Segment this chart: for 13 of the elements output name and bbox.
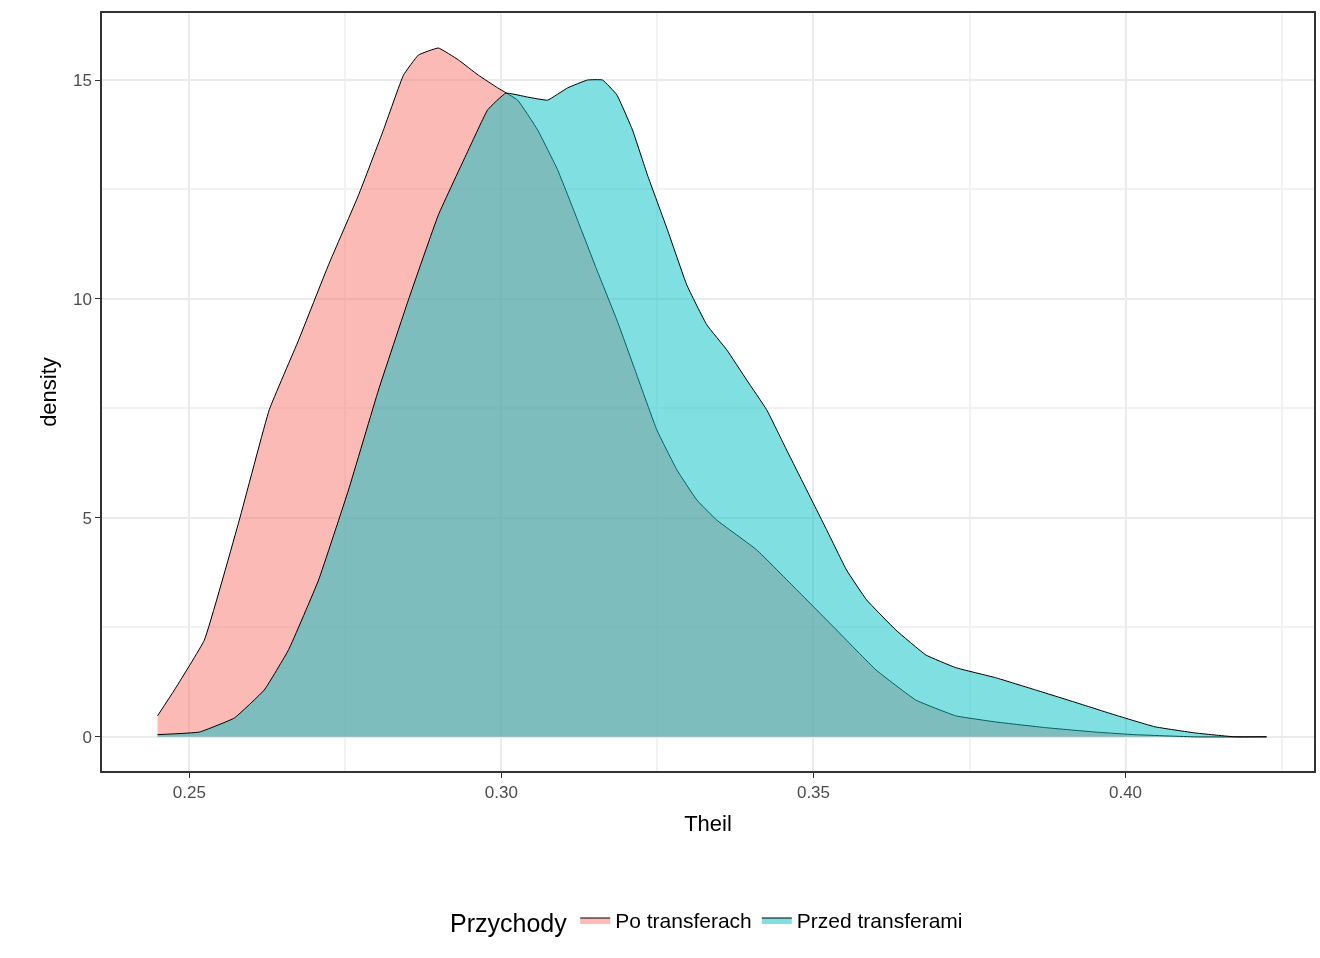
y-tick-label: 10 [72,289,92,309]
x-tick-label: 0.35 [796,783,831,803]
y-axis-title: density [36,357,62,427]
x-tick-label: 0.25 [172,783,206,803]
legend-label: Po transferach [615,909,752,933]
y-tick-label: 0 [82,727,92,747]
legend-title: Przychody [450,909,568,938]
x-tick-label: 0.30 [484,783,518,803]
x-tick-label: 0.40 [1108,783,1143,803]
x-axis-title: Theil [684,810,732,836]
y-tick-label: 15 [72,70,92,90]
legend-label: Przed transferami [796,909,963,933]
y-tick-label: 5 [82,508,92,528]
